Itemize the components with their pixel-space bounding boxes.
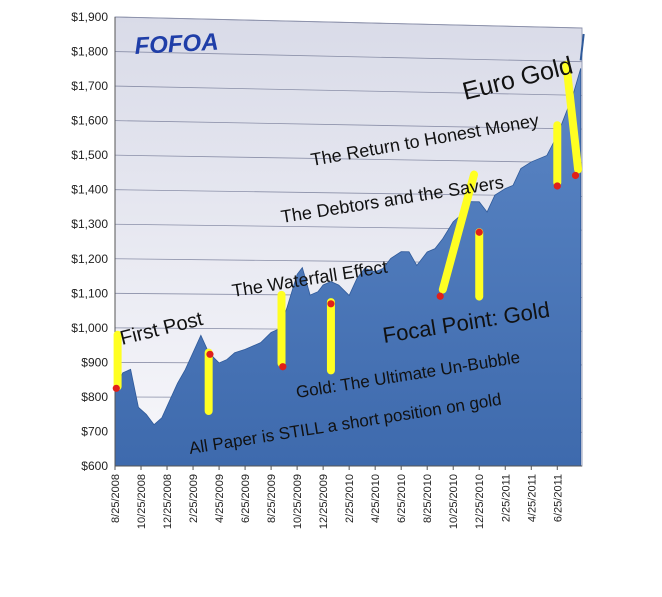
fofoa-logo: FOFOA <box>134 29 219 60</box>
x-tick-label: 12/25/2008 <box>162 474 174 529</box>
x-tick-label: 2/25/2011 <box>500 474 512 522</box>
annotation-dot <box>553 182 561 190</box>
y-tick-label: $800 <box>81 390 108 404</box>
x-tick-label: 10/25/2010 <box>448 474 460 529</box>
x-tick-label: 8/25/2010 <box>422 474 434 523</box>
x-tick-label: 4/25/2011 <box>526 474 538 522</box>
gridline-13 <box>114 16 583 29</box>
gridline-12 <box>114 51 583 63</box>
y-tick-label: $1,200 <box>71 252 108 266</box>
y-tick-label: $700 <box>81 424 108 438</box>
annotation-bar <box>438 170 479 294</box>
annotation-dot <box>327 300 335 308</box>
x-tick-label: 6/25/2010 <box>396 474 408 523</box>
gridline-9 <box>114 154 583 164</box>
y-tick-label: $1,600 <box>71 114 108 128</box>
annotation-bar <box>562 60 583 174</box>
annotation-dot <box>279 363 287 371</box>
y-tick-label: $1,700 <box>71 79 108 93</box>
x-tick-label: 2/25/2010 <box>344 474 356 523</box>
x-tick-label: 8/25/2009 <box>266 474 278 523</box>
y-tick-label: $600 <box>81 459 108 473</box>
y-tick-label: $1,000 <box>71 321 108 335</box>
annotation-dot <box>206 350 214 358</box>
annotation-dot <box>475 228 483 236</box>
annotation-dot <box>112 384 120 392</box>
y-tick-label: $1,300 <box>71 217 108 231</box>
price-area <box>114 68 582 467</box>
x-tick-label: 6/25/2009 <box>240 474 252 523</box>
annotation-dot <box>571 171 580 180</box>
x-tick-label: 6/25/2011 <box>552 474 564 522</box>
x-tick-label: 8/25/2008 <box>110 474 122 523</box>
gridline-10 <box>114 120 583 130</box>
x-tick-label: 10/25/2008 <box>136 474 148 529</box>
y-tick-label: $1,900 <box>71 10 108 24</box>
x-tick-label: 10/25/2009 <box>292 474 304 529</box>
x-tick-label: 4/25/2010 <box>370 474 382 523</box>
annotation-dot <box>436 292 444 300</box>
x-tick-label: 12/25/2009 <box>318 474 330 529</box>
price-spike <box>579 33 585 61</box>
y-tick-label: $1,800 <box>71 45 108 59</box>
y-tick-label: $1,100 <box>71 286 108 300</box>
x-tick-label: 4/25/2009 <box>214 474 226 523</box>
gridline-11 <box>114 85 583 96</box>
y-tick-label: $1,400 <box>71 183 108 197</box>
x-tick-label: 2/25/2009 <box>188 474 200 523</box>
y-tick-label: $900 <box>81 355 108 369</box>
y-tick-label: $1,500 <box>71 148 108 162</box>
x-tick-label: 12/25/2010 <box>474 474 486 529</box>
